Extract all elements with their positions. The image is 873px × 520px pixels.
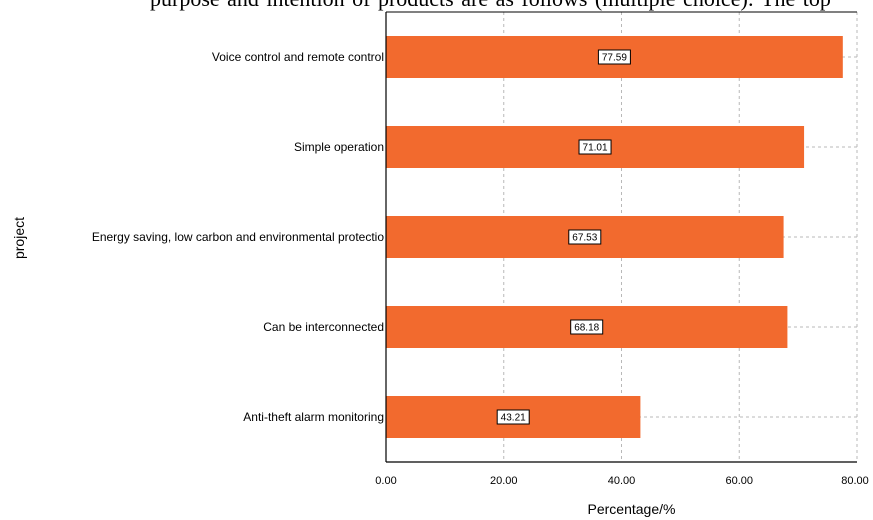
axis-layer xyxy=(385,11,857,463)
data-label-box xyxy=(597,49,631,65)
category-label: Anti-theft alarm monitoring xyxy=(243,410,384,424)
data-label: 77.59 xyxy=(602,53,627,64)
x-tick-label: 20.00 xyxy=(490,475,518,487)
x-tick-label: 60.00 xyxy=(725,475,753,487)
data-label-box xyxy=(570,319,604,335)
data-label: 43.21 xyxy=(501,413,526,424)
data-label: 67.53 xyxy=(572,233,597,244)
labels-layer: 0.00 20.00 40.00 60.00 80.00 Voice control an… xyxy=(92,49,869,487)
x-tick-label: 0.00 xyxy=(375,475,396,487)
data-label-box xyxy=(568,229,602,245)
x-tick-label: 40.00 xyxy=(608,475,636,487)
bars-layer xyxy=(386,36,843,438)
data-label-box xyxy=(578,139,612,155)
category-label: Energy saving, low carbon and environmen… xyxy=(92,230,384,244)
data-label-box xyxy=(496,409,530,425)
data-label: 71.01 xyxy=(583,143,608,154)
category-label: Simple operation xyxy=(294,140,384,154)
y-axis-title: project xyxy=(11,217,27,259)
data-label: 68.18 xyxy=(574,323,599,334)
x-axis-title: Percentage/% xyxy=(588,501,676,517)
x-tick-label: 80.00 xyxy=(841,475,869,487)
top-caption-text: purpose and intention of products are as… xyxy=(150,0,873,11)
category-label: Voice control and remote control xyxy=(212,50,384,64)
category-label: Can be interconnected xyxy=(263,320,384,334)
